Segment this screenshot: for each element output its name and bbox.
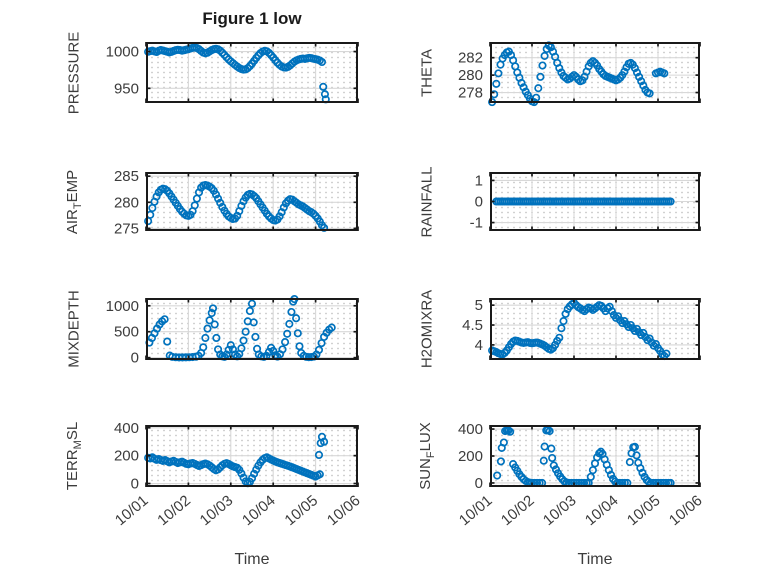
data-points [144,432,329,488]
data-points [145,294,336,362]
y-tick-label: 282 [458,50,483,67]
ylabel-pressure: PRESSURE [65,31,83,114]
y-tick-label: 200 [458,448,483,465]
y-tick-label: 400 [458,421,483,438]
y-tick-label: 0 [131,476,139,493]
data-points [488,41,669,107]
x-tick-labels: 10/01 10/02 10/03 10/04 10/05 10/06 [456,492,706,529]
axes-border [146,42,358,103]
y-tick-label: 950 [114,80,139,97]
subplot-h2omixra: 4 4.5 5 [462,297,701,361]
ylabel-sun-flux: SUNFLUX [417,422,437,490]
subplot-canvas-pressure: 950 1000 [106,42,359,104]
x-tick-label: 10/01 [112,492,152,529]
subplot-canvas-terr-msl: 0 200 400 10/01 10/02 10/03 10/04 10/05 10/06 [112,420,364,529]
y-tick-label: 280 [458,67,483,84]
major-grid [490,42,700,103]
subplot-air-temp: 275 280 285 [114,168,359,237]
y-tick-label: 285 [114,168,139,185]
y-tick-labels: -1 0 1 [470,172,483,231]
major-grid [146,425,358,487]
data-points [144,43,330,104]
x-tick-label: 10/05 [281,492,321,529]
subplot-pressure: 950 1000 [106,42,359,104]
subplot-canvas-air-temp: 275 280 285 [114,168,359,237]
y-tick-label: 0 [475,194,483,211]
x-tick-label: 10/02 [498,492,538,529]
subplot-mixdepth: 0 500 1000 [106,294,359,367]
figure-title: Figure 1 low [202,9,302,28]
y-tick-label: 500 [114,324,139,341]
axes-border [490,42,700,103]
y-tick-label: 278 [458,85,483,102]
y-tick-label: 400 [114,420,139,437]
data-points [144,181,329,232]
x-tick-label: 10/04 [239,492,279,529]
y-tick-label: 1 [475,172,483,189]
subplot-canvas-h2omixra: 44.55 [462,297,701,361]
y-tick-labels: 0 500 1000 [106,298,139,367]
subplot-canvas-rainfall: -1 0 1 [470,172,701,232]
subplot-sun-flux: 0 200 400 10/01 10/02 10/03 10/04 10/05 10/06 [456,421,706,529]
y-tick-labels: 0 200 400 [114,420,139,493]
x-axis-label-right: Time [577,551,613,568]
x-tick-label: 10/06 [324,492,364,529]
subplot-canvas-mixdepth: 0 500 1000 [106,294,359,367]
axes-border [490,298,700,360]
major-grid [490,172,700,231]
x-tick-labels: 10/01 10/02 10/03 10/04 10/05 10/06 [112,492,364,529]
x-tick-label: 10/02 [154,492,194,529]
y-tick-label: 275 [114,220,139,237]
subplot-rainfall: -1 0 1 [470,172,701,232]
y-tick-label: 280 [114,194,139,211]
ylabel-air-temp: AIRTEMP [64,169,84,234]
axes-border [146,298,358,360]
ylabel-rainfall: RAINFALL [418,166,436,237]
axes-border [146,425,358,487]
data-points [488,298,671,361]
y-tick-labels: 950 1000 [106,44,139,98]
ylabel-terr-msl: TERRMSL [64,421,84,491]
ylabel-mixdepth: MIXDEPTH [65,290,83,368]
axes-border [146,172,358,231]
y-tick-label: 0 [131,350,139,367]
y-tick-label: -1 [470,215,483,232]
y-tick-labels: 44.55 [462,297,483,354]
y-tick-label: 1000 [106,44,139,61]
data-points [492,197,675,206]
y-tick-label: 4 [475,337,483,354]
axes-border [490,425,700,487]
ylabel-theta: THETA [418,48,436,97]
x-tick-label: 10/03 [197,492,237,529]
x-tick-label: 10/03 [540,492,580,529]
tick-marks [489,42,701,103]
axes-border [490,172,700,231]
y-tick-label: 4.5 [462,317,483,334]
x-tick-label: 10/04 [582,492,622,529]
subplot-theta: 278 280 282 [458,41,701,107]
y-tick-label: 1000 [106,298,139,315]
x-axis-label-left: Time [234,551,270,568]
x-tick-label: 10/01 [456,492,496,529]
y-tick-label: 200 [114,448,139,465]
x-tick-label: 10/06 [666,492,706,529]
y-tick-label: 0 [475,475,483,492]
y-tick-labels: 275 280 285 [114,168,139,237]
subplot-terr-msl: 0 200 400 10/01 10/02 10/03 10/04 10/05 10/06 [112,420,364,529]
y-tick-labels: 0 200 400 [458,421,483,492]
x-tick-label: 10/05 [624,492,664,529]
subplot-canvas-sun-flux: 0 200 400 10/01 10/02 10/03 10/04 10/05 10/06 [456,421,706,529]
ylabel-h2omixra: H2OMIXRA [418,289,436,369]
y-tick-label: 5 [475,297,483,314]
